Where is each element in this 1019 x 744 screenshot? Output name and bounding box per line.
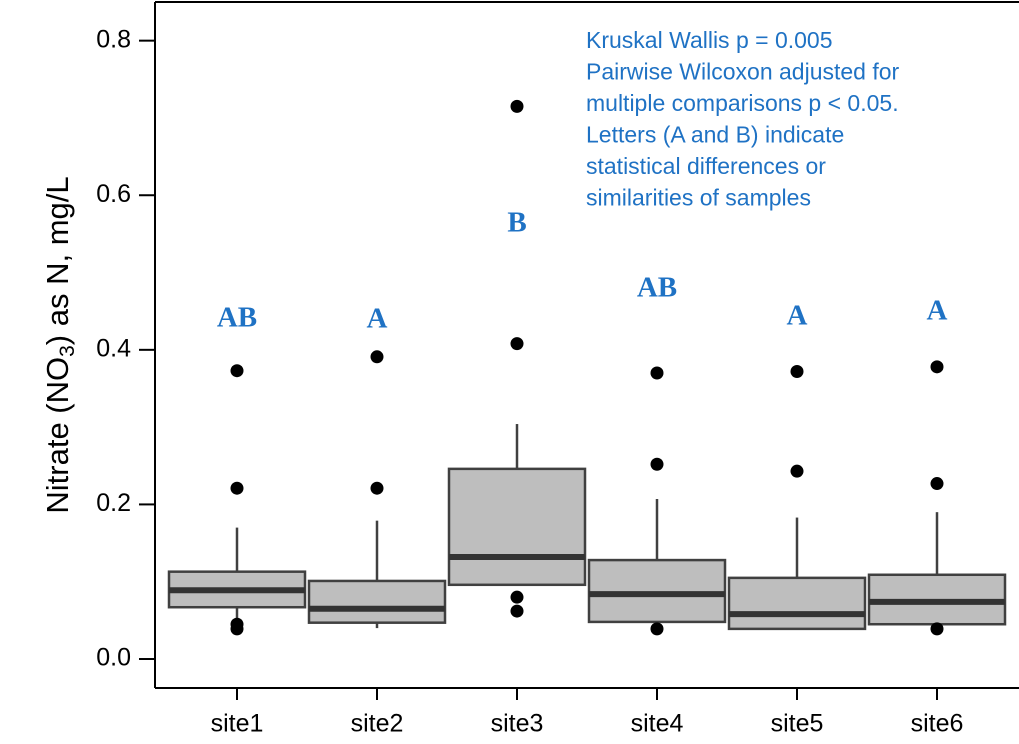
x-tick-label: site4 <box>631 710 684 738</box>
x-tick-label: site5 <box>771 710 824 738</box>
y-label-part: Nitrate (NO <box>40 357 75 514</box>
outlier <box>650 457 664 471</box>
x-tick-label: site1 <box>211 710 264 738</box>
y-axis-label: Nitrate (NO3) as N, mg/L <box>40 176 78 513</box>
box <box>447 467 587 587</box>
outlier <box>510 99 524 113</box>
x-tick-label: site2 <box>351 710 404 738</box>
outlier <box>230 622 244 636</box>
annotation-line: multiple comparisons p < 0.05. <box>586 90 899 116</box>
outlier <box>370 481 384 495</box>
outlier <box>790 464 804 478</box>
y-label-part: ) as N, mg/L <box>40 176 75 345</box>
outlier <box>510 590 524 604</box>
x-tick-label: site3 <box>491 710 544 738</box>
outlier <box>930 622 944 636</box>
outlier <box>230 481 244 495</box>
y-tick-label: 0.2 <box>96 489 131 517</box>
group-letter: B <box>507 207 526 239</box>
outlier <box>790 364 804 378</box>
outlier <box>650 366 664 380</box>
outlier <box>930 477 944 491</box>
group-letter: A <box>787 300 808 332</box>
y-tick-label: 0.8 <box>96 25 131 53</box>
outlier <box>510 604 524 618</box>
group-letter: AB <box>637 272 677 304</box>
annotation-line: statistical differences or <box>586 153 826 179</box>
annotation-line: similarities of samples <box>586 185 811 211</box>
y-label-sub: 3 <box>56 345 79 357</box>
outlier <box>370 350 384 364</box>
box <box>727 576 867 631</box>
y-tick-label: 0.0 <box>96 644 131 672</box>
outlier <box>230 364 244 378</box>
annotation-line: Pairwise Wilcoxon adjusted for <box>586 59 900 85</box>
group-letter: A <box>927 295 948 327</box>
box <box>307 579 447 624</box>
annotation-line: Letters (A and B) indicate <box>586 122 844 148</box>
outlier <box>650 622 664 636</box>
group-letter: AB <box>217 302 257 334</box>
group-letter: A <box>367 303 388 335</box>
outlier <box>510 337 524 351</box>
outlier <box>930 360 944 374</box>
y-tick-label: 0.6 <box>96 180 131 208</box>
y-tick-label: 0.4 <box>96 334 131 362</box>
x-tick-label: site6 <box>911 710 964 738</box>
box <box>587 558 727 624</box>
annotation-line: Kruskal Wallis p = 0.005 <box>586 27 833 53</box>
